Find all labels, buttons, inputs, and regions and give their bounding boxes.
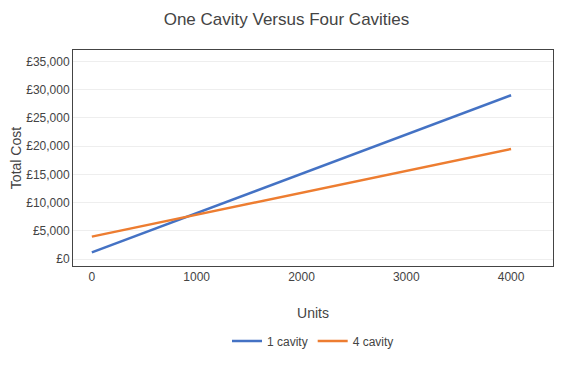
svg-text:£20,000: £20,000 <box>26 139 70 153</box>
svg-text:4000: 4000 <box>498 270 525 284</box>
svg-text:£5,000: £5,000 <box>33 224 70 238</box>
svg-text:£15,000: £15,000 <box>26 168 70 182</box>
svg-text:Total Cost: Total Cost <box>8 127 24 189</box>
svg-text:One Cavity Versus Four Cavitie: One Cavity Versus Four Cavities <box>164 10 410 29</box>
svg-text:£0: £0 <box>56 252 70 266</box>
svg-text:1 cavity: 1 cavity <box>267 335 308 349</box>
svg-text:Units: Units <box>297 305 329 321</box>
svg-text:£30,000: £30,000 <box>26 83 70 97</box>
svg-text:3000: 3000 <box>393 270 420 284</box>
svg-text:0: 0 <box>89 270 96 284</box>
svg-text:£25,000: £25,000 <box>26 111 70 125</box>
svg-text:1000: 1000 <box>183 270 210 284</box>
svg-text:4 cavity: 4 cavity <box>353 335 394 349</box>
svg-text:£10,000: £10,000 <box>26 196 70 210</box>
svg-text:2000: 2000 <box>288 270 315 284</box>
svg-text:£35,000: £35,000 <box>26 55 70 69</box>
